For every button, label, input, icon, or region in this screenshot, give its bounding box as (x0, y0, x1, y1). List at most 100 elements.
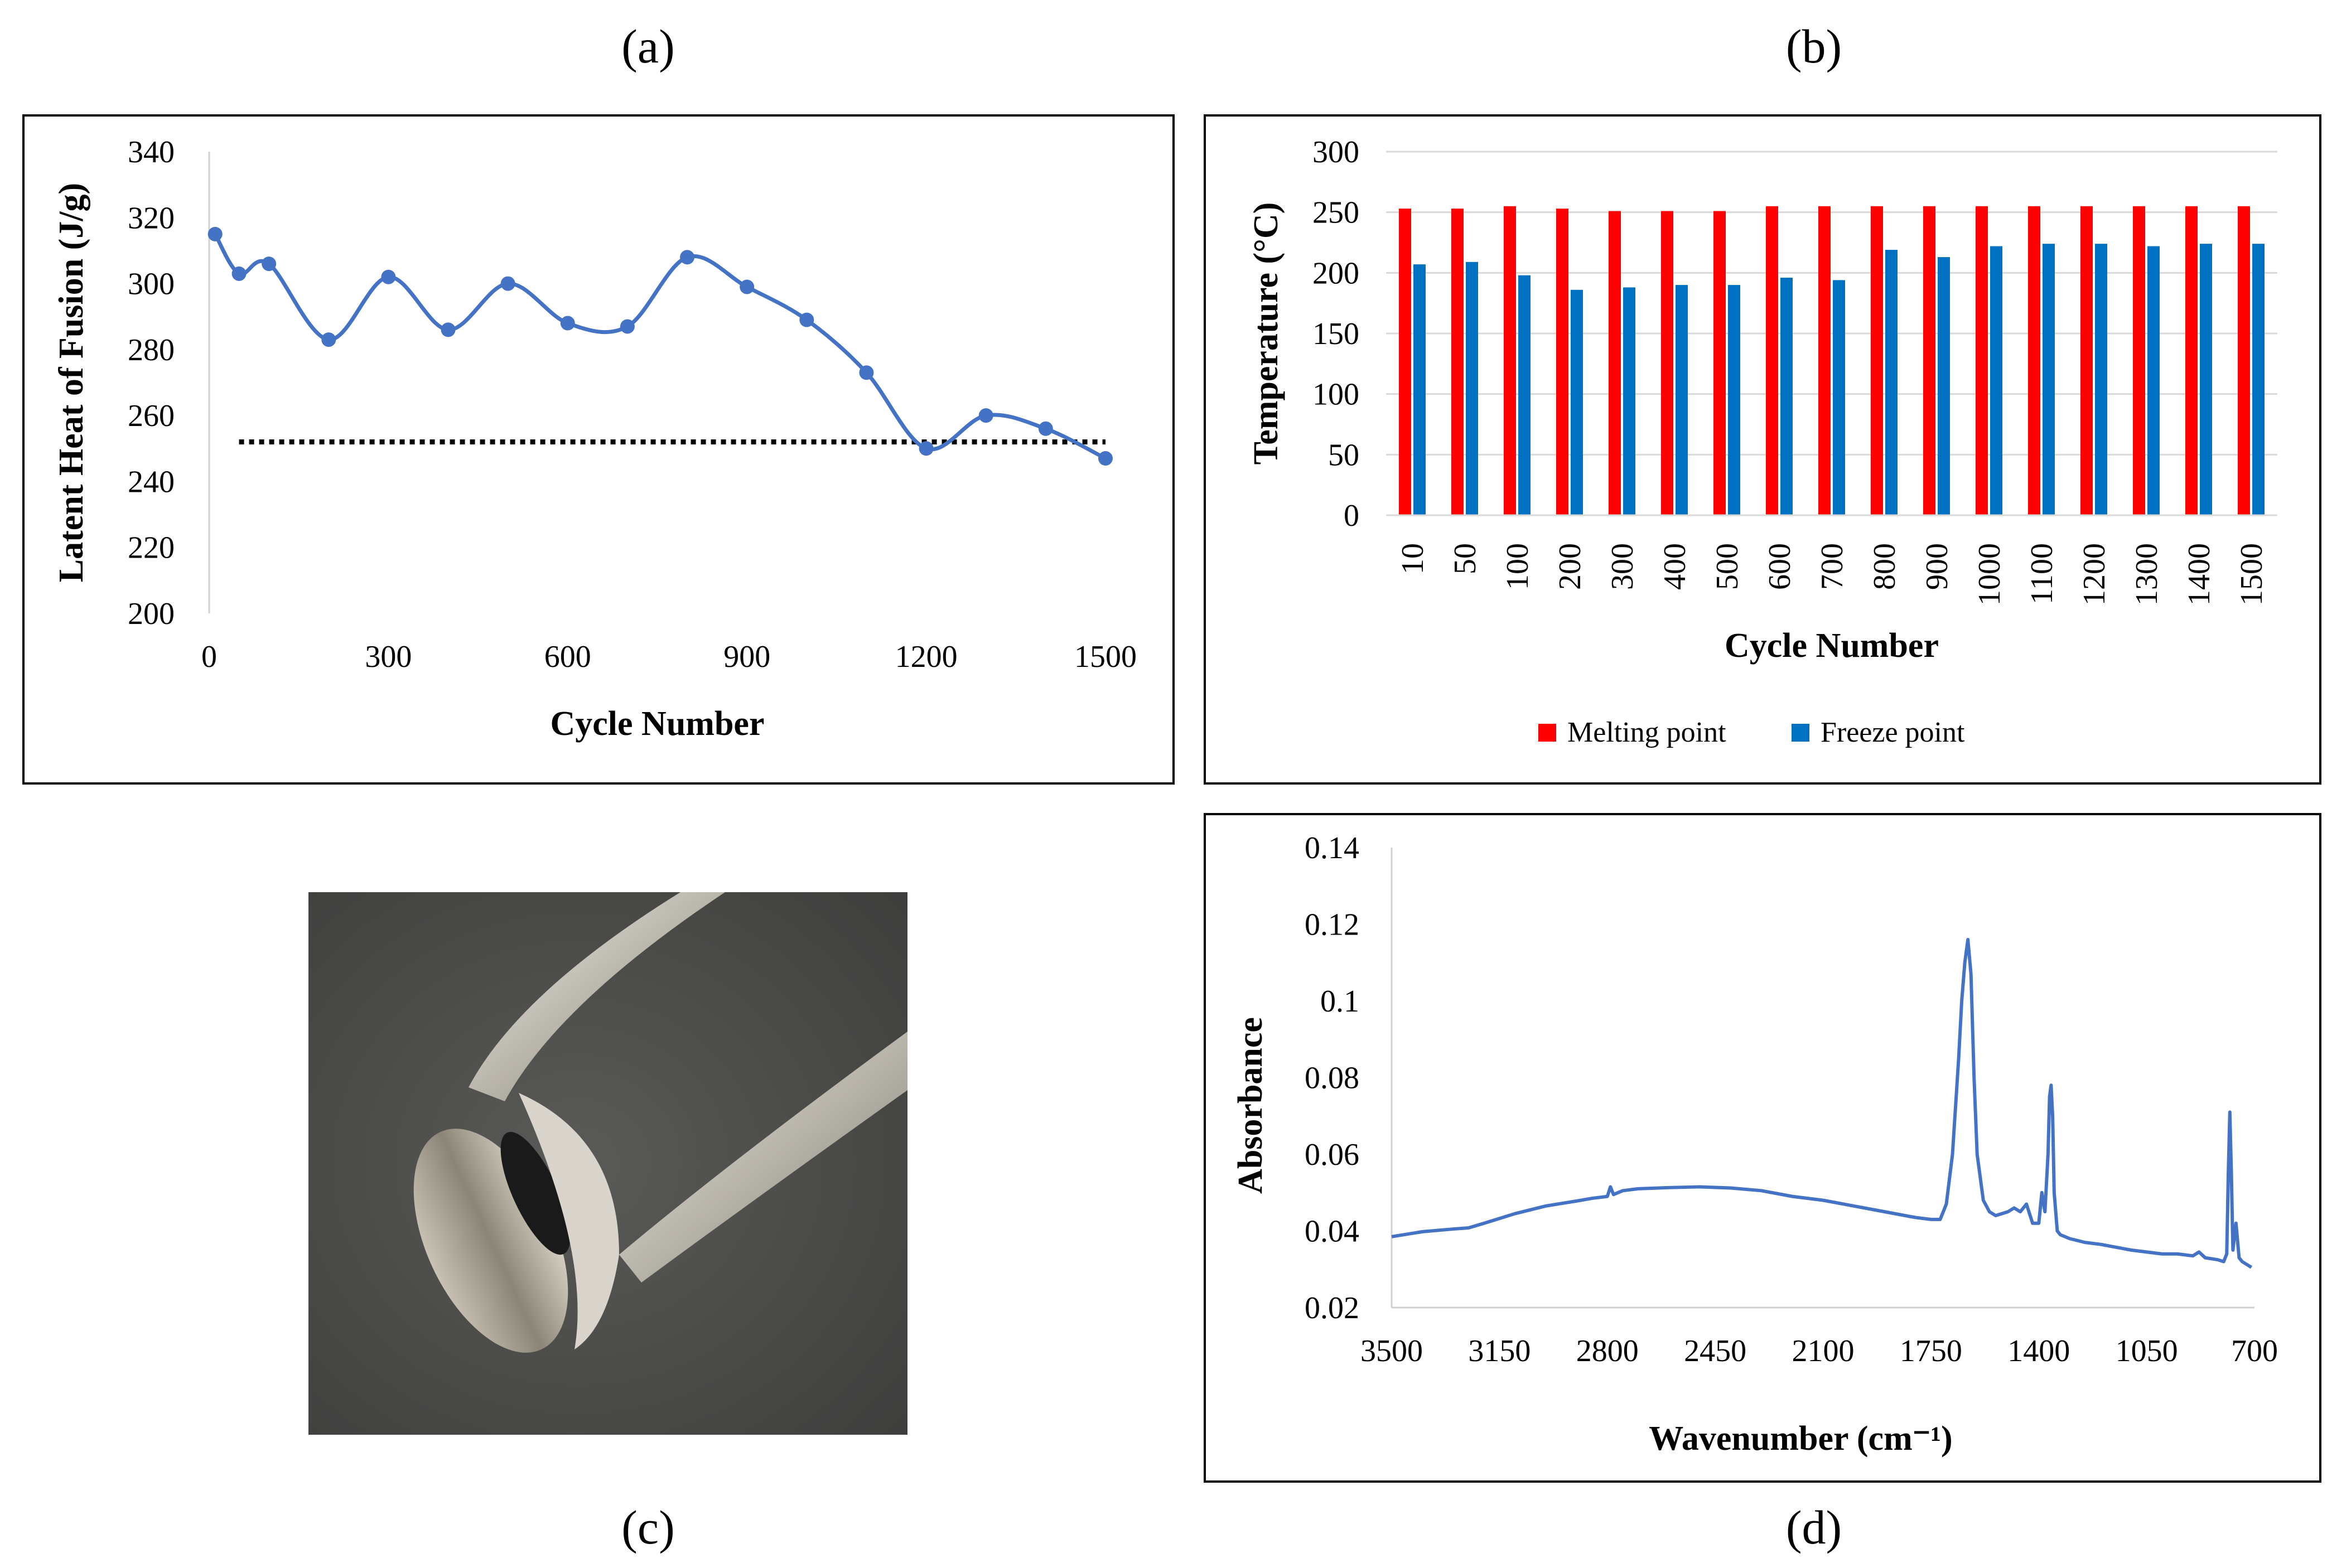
x-tick-label: 2800 (1576, 1334, 1639, 1368)
panel-label-a: (a) (621, 20, 674, 73)
temperature-bar-chart: 0 50 100 150 200 250 300 10 50 100 200 300 400 500 600… (1247, 135, 2277, 748)
data-point (262, 257, 277, 272)
y-tick-label: 0.06 (1305, 1138, 1359, 1172)
latent-heat-chart: 200 220 240 260 280 300 320 340 0 300 600 900 1200 15… (52, 135, 1137, 743)
melting-point-bar (1976, 206, 1988, 515)
freeze-point-bar (2147, 246, 2160, 515)
x-tick-label: 1000 (1972, 543, 2007, 606)
freeze-point-bar (1413, 264, 1426, 515)
y-tick-label: 200 (1312, 256, 1359, 291)
x-tick-label: 2100 (1792, 1334, 1855, 1368)
panel-label-c: (c) (621, 1501, 674, 1554)
freeze-point-bar (1518, 275, 1531, 515)
y-tick-label: 0.08 (1305, 1061, 1359, 1096)
x-tick-label: 100 (1500, 543, 1535, 590)
x-tick-label: 1200 (895, 640, 958, 674)
x-tick-label: 1100 (2025, 543, 2059, 604)
legend-melting-swatch (1538, 724, 1556, 742)
y-tick-label: 340 (128, 135, 175, 170)
x-tick-label: 1400 (2182, 543, 2217, 606)
freeze-point-bar (1938, 257, 1950, 515)
y-tick-label: 0.04 (1305, 1214, 1359, 1249)
y-tick-label: 280 (128, 333, 175, 367)
x-tick-label: 800 (1867, 543, 1902, 590)
freeze-point-bar (1885, 250, 1898, 515)
x-tick-label: 200 (1553, 543, 1587, 590)
x-tick-label: 3500 (1360, 1334, 1423, 1368)
panel-a-frame (22, 114, 1175, 785)
sample-photo (308, 892, 907, 1435)
latent-heat-series-line (213, 233, 1107, 461)
freeze-point-bar (1676, 285, 1688, 515)
legend-freeze-swatch (1792, 724, 1809, 742)
x-tick-label: 400 (1658, 543, 1692, 590)
x-tick-label: 300 (1605, 543, 1640, 590)
y-tick-label: 220 (128, 531, 175, 565)
y-tick-label: 100 (1312, 378, 1359, 412)
x-tick-label: 50 (1448, 543, 1483, 574)
y-tick-label: 0.14 (1305, 831, 1359, 865)
freeze-point-bar (2200, 244, 2212, 515)
y-tick-label: 260 (128, 399, 175, 433)
y-tick-label: 320 (128, 201, 175, 235)
melting-point-bar (1556, 209, 1568, 515)
data-point (1098, 451, 1113, 466)
photo-background (308, 892, 907, 1435)
melting-point-bar (1451, 209, 1464, 515)
x-tick-label: 600 (1763, 543, 1797, 590)
x-tick-label: 10 (1396, 543, 1430, 574)
data-point (207, 226, 223, 241)
melting-point-bar (1766, 206, 1778, 515)
freeze-point-bar (1833, 280, 1845, 515)
y-axis-title: Temperature (°C) (1247, 202, 1285, 465)
absorbance-spectrum-chart: 0.02 0.04 0.06 0.08 0.1 0.12 0.14 3500 3150 2800 2… (1232, 831, 2278, 1458)
data-point (859, 365, 874, 380)
panel-d-frame (1204, 813, 2321, 1483)
data-point (919, 441, 934, 456)
melting-point-bar (1923, 206, 1935, 515)
legend-melting-label: Melting point (1567, 717, 1726, 748)
y-tick-label: 0.02 (1305, 1291, 1359, 1325)
pellet-flake (519, 1093, 619, 1349)
freeze-point-bar (1466, 262, 1478, 515)
melting-point-bar (2080, 206, 2093, 515)
melting-point-bar (1504, 206, 1516, 515)
y-tick-label: 50 (1328, 438, 1359, 472)
y-axis-title: Latent Heat of Fusion (J/g) (52, 183, 90, 582)
x-tick-label: 1750 (1900, 1334, 1962, 1368)
freeze-point-bar (1990, 246, 2002, 515)
x-tick-label: 3150 (1468, 1334, 1531, 1368)
melting-point-bar (2028, 206, 2040, 515)
y-tick-label: 250 (1312, 196, 1359, 230)
melting-point-bar (2238, 206, 2250, 515)
y-tick-label: 200 (128, 597, 175, 631)
pellet-gap (500, 1131, 571, 1255)
freeze-point-bar (2252, 244, 2265, 515)
x-tick-label: 1050 (2116, 1334, 2178, 1368)
x-axis-title: Cycle Number (1725, 627, 1939, 665)
melting-point-bar (1399, 209, 1411, 515)
data-point (381, 269, 396, 284)
x-tick-label: 2450 (1684, 1334, 1746, 1368)
freeze-point-bar (1623, 287, 1635, 515)
freeze-point-bar (2043, 244, 2055, 515)
freeze-point-bar (1780, 278, 1793, 515)
x-tick-label: 700 (2231, 1334, 2278, 1368)
y-tick-label: 300 (128, 267, 175, 302)
y-tick-label: 0.12 (1305, 908, 1359, 942)
x-tick-label: 1500 (2234, 543, 2269, 606)
melting-point-bar (1871, 206, 1883, 515)
x-tick-label: 1200 (2077, 543, 2112, 606)
x-tick-label: 0 (201, 640, 217, 674)
tweezer-upper-arm (469, 892, 725, 1101)
x-tick-label: 900 (723, 640, 770, 674)
data-point (620, 319, 635, 334)
panel-b-frame (1204, 114, 2321, 785)
x-axis-title: Wavenumber (cm⁻¹) (1649, 1420, 1952, 1458)
x-tick-label: 1500 (1074, 640, 1137, 674)
data-point (500, 276, 515, 291)
data-point (231, 266, 247, 281)
tweezer-lower-arm (619, 1032, 907, 1283)
data-point (799, 312, 814, 327)
